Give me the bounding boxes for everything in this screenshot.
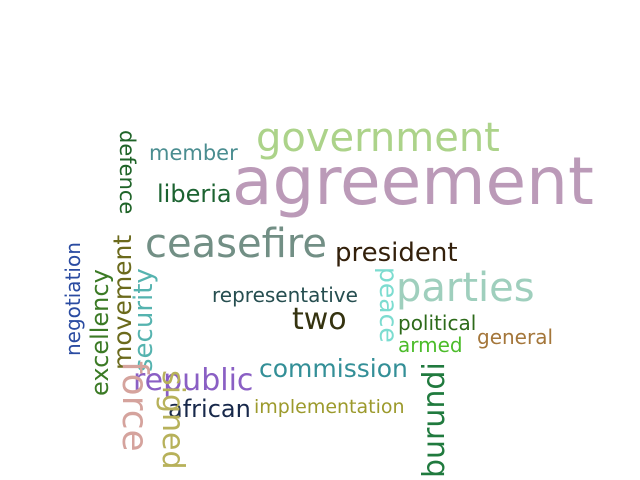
word-armed: armed <box>398 333 463 357</box>
word-ceasefire: ceasefire <box>145 221 327 267</box>
word-peace: peace <box>374 267 403 343</box>
word-security: security <box>129 268 159 372</box>
word-representative: representative <box>212 283 358 307</box>
word-negotiation: negotiation <box>61 242 85 356</box>
word-agreement: agreement <box>232 143 594 220</box>
word-african: african <box>168 395 251 423</box>
word-signed: signed <box>155 370 190 470</box>
word-force: force <box>114 361 155 452</box>
word-member: member <box>149 141 238 165</box>
word-commission: commission <box>259 354 408 383</box>
word-government: government <box>256 115 500 161</box>
word-liberia: liberia <box>157 180 232 208</box>
word-general: general <box>477 325 554 349</box>
word-parties: parties <box>396 265 535 311</box>
word-implementation: implementation <box>254 396 405 418</box>
word-defence: defence <box>115 130 139 215</box>
word-two: two <box>292 302 347 337</box>
word-burundi: burundi <box>417 362 452 478</box>
word-political: political <box>398 311 477 335</box>
word-president: president <box>335 238 458 268</box>
word-republic: republic <box>133 363 254 398</box>
